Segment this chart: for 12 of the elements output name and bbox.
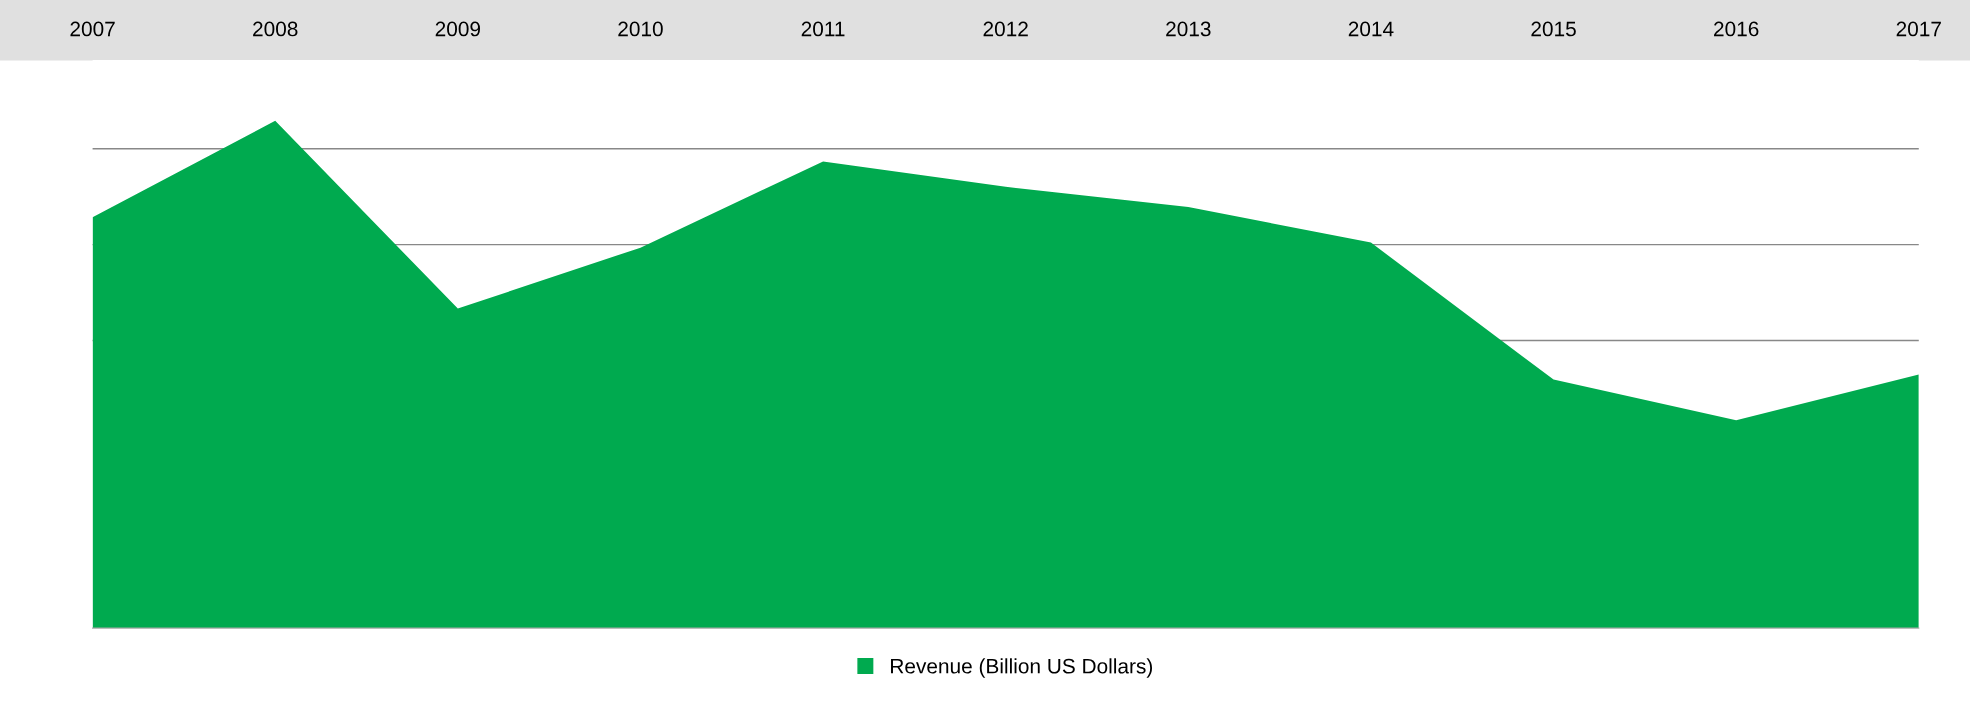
- legend-label: Revenue (Billion US Dollars): [891, 658, 1153, 678]
- x-tick-label: 2015: [1531, 21, 1576, 37]
- x-tick-label: 2014: [1348, 21, 1394, 37]
- x-tick-label: 2013: [1166, 21, 1211, 37]
- x-tick-label: 2017: [1896, 21, 1941, 37]
- x-tick-label: 2012: [983, 21, 1028, 37]
- x-tick-label: 2007: [70, 21, 115, 37]
- x-tick-label: 2009: [435, 21, 481, 37]
- x-tick-label: 2011: [801, 21, 845, 37]
- x-tick-label: 2010: [618, 21, 663, 37]
- x-tick-label: 2008: [253, 21, 298, 37]
- x-tick-label: 2016: [1714, 21, 1759, 37]
